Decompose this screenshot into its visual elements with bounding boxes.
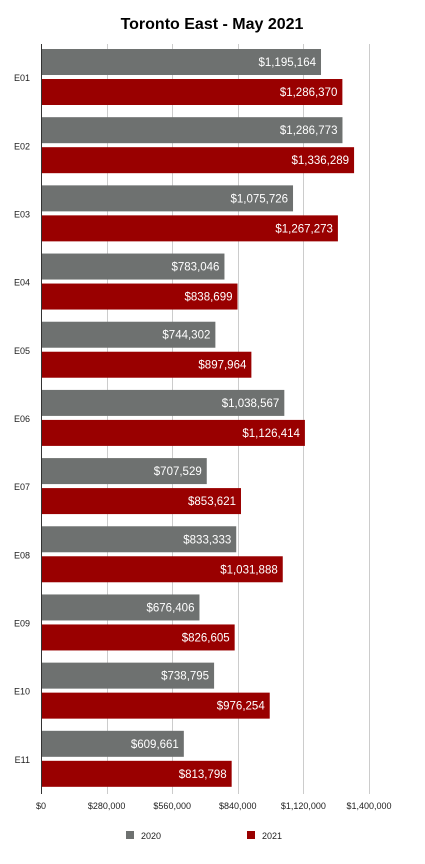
- category-label: E11: [15, 755, 30, 765]
- bar-2020-E03: [42, 185, 294, 212]
- bar-value-label: $738,795: [161, 671, 209, 683]
- bar-labels: $1,195,164 $1,286,370 $1,286,773 $1,336,289…: [131, 57, 349, 781]
- bar-value-label: $1,195,164: [258, 57, 316, 69]
- bar-2021-E11: [42, 760, 232, 787]
- bar-2021-E07: [42, 488, 241, 515]
- bar-2021-E04: [42, 283, 238, 310]
- bar-2020-E01: [42, 49, 322, 75]
- bar-value-label: $897,964: [198, 360, 247, 372]
- bar-2021-E09: [42, 624, 235, 651]
- bar-value-label: $976,254: [217, 701, 266, 713]
- bar-2020-E02: [42, 117, 343, 144]
- category-label: E09: [14, 619, 30, 629]
- bar-2020-E04: [42, 253, 225, 280]
- bar-value-label: $1,126,414: [242, 428, 300, 440]
- x-tick-label: $1,400,000: [346, 801, 391, 811]
- bar-value-label: $853,621: [188, 496, 236, 508]
- bar-value-label: $813,798: [179, 769, 227, 781]
- bar-value-label: $676,406: [147, 602, 195, 614]
- category-label: E01: [14, 73, 30, 83]
- bar-2021-E06: [42, 419, 305, 446]
- x-tick-labels: $0 $280,000 $560,000 $840,000 $1,120,000 $1,4…: [36, 801, 392, 811]
- legend-label: 2021: [262, 831, 282, 841]
- bar-2021-E08: [42, 556, 283, 583]
- category-label: E02: [14, 141, 30, 151]
- category-label: E08: [14, 550, 30, 560]
- x-tick-label: $1,120,000: [281, 801, 326, 811]
- bar-value-label: $1,336,289: [292, 155, 350, 167]
- bar-2021-E03: [42, 215, 338, 242]
- bar-value-label: $744,302: [162, 330, 210, 342]
- bar-2020-E09: [42, 594, 200, 621]
- bar-2021-E01: [42, 79, 343, 105]
- legend-label: 2020: [141, 831, 161, 841]
- bar-2020-E05: [42, 321, 216, 348]
- legend-swatch-2020: [126, 831, 134, 839]
- bar-2020-E10: [42, 662, 215, 689]
- chart-title: Toronto East - May 2021: [121, 16, 304, 33]
- bar-value-label: $838,699: [185, 292, 233, 304]
- bar-value-label: $833,333: [183, 534, 231, 546]
- category-label: E07: [14, 482, 30, 492]
- bar-2020-E11: [42, 730, 184, 757]
- category-label: E04: [14, 278, 30, 288]
- category-label: E06: [14, 414, 30, 424]
- bar-2021-E02: [42, 147, 355, 174]
- bar-2020-E06: [42, 389, 285, 416]
- bar-value-label: $783,046: [171, 262, 219, 274]
- category-label: E03: [14, 209, 30, 219]
- bars: [42, 49, 355, 787]
- bar-value-label: $1,286,773: [280, 125, 338, 137]
- bar-value-label: $707,529: [154, 466, 202, 478]
- bar-value-label: $1,075,726: [230, 193, 288, 205]
- bar-value-label: $1,031,888: [220, 564, 278, 576]
- bar-value-label: $609,661: [131, 739, 179, 751]
- bar-value-label: $826,605: [182, 632, 230, 644]
- bar-2020-E07: [42, 458, 207, 485]
- category-label: E05: [14, 346, 30, 356]
- bar-2020-E08: [42, 526, 237, 553]
- x-tick-label: $280,000: [88, 801, 126, 811]
- x-tick-label: $0: [36, 801, 46, 811]
- x-tick-label: $560,000: [153, 801, 191, 811]
- bar-value-label: $1,267,273: [275, 223, 333, 235]
- category-label: E10: [14, 687, 30, 697]
- bar-2021-E05: [42, 351, 252, 378]
- category-labels: E01 E02 E03 E04 E05 E06 E07 E08 E09 E10 E11: [14, 73, 30, 765]
- legend-swatch-2021: [247, 831, 255, 839]
- legend: 2020 2021: [126, 831, 282, 841]
- bar-value-label: $1,286,370: [280, 87, 338, 99]
- x-tick-label: $840,000: [219, 801, 257, 811]
- bar-2021-E10: [42, 692, 270, 719]
- bar-value-label: $1,038,567: [222, 398, 280, 410]
